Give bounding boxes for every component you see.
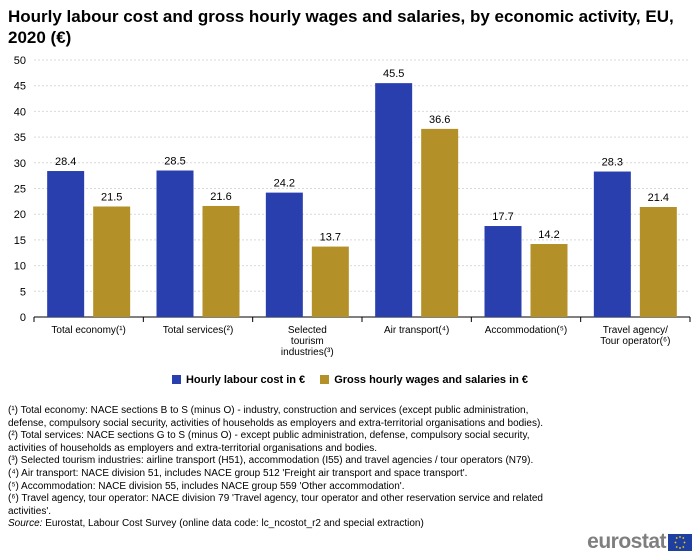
y-tick-label: 10 (14, 261, 26, 273)
legend-label-wages: Gross hourly wages and salaries in € (334, 374, 529, 386)
footnote-4: (⁴) Air transport: NACE division 51, inc… (8, 467, 468, 479)
bar-wages (93, 206, 131, 317)
y-tick-label: 35 (14, 132, 26, 144)
bar-wages (421, 128, 459, 317)
x-tick-label: Selected (288, 325, 327, 336)
x-tick-label: Total services(²) (163, 325, 234, 336)
legend-swatch-labour-cost (171, 375, 181, 384)
source-text: Eurostat, Labour Cost Survey (online dat… (45, 518, 424, 530)
data-label: 21.5 (101, 191, 122, 203)
data-label: 28.5 (164, 156, 185, 168)
eu-flag-icon (668, 533, 692, 551)
bar-chart: 0 5 10 15 20 25 30 35 40 45 50 28.4 21.5 Total econom… (14, 55, 691, 358)
source-label: Source: (8, 518, 43, 530)
data-label: 17.7 (492, 211, 513, 223)
x-tick-label: Total economy(¹) (51, 325, 125, 336)
source-line: Source: Eurostat, Labour Cost Survey (on… (8, 518, 568, 531)
bar-labour-cost (265, 192, 303, 317)
footnote-5: (⁵) Accommodation: NACE division 55, inc… (8, 480, 405, 492)
y-tick-label: 0 (20, 312, 26, 324)
logo-wordmark: eurostat (587, 530, 666, 553)
bar-labour-cost (593, 171, 631, 317)
x-tick-label: Tour operator(⁶) (600, 336, 670, 347)
footnotes: (¹) Total economy: NACE sections B to S … (8, 405, 568, 531)
y-tick-label: 45 (14, 81, 26, 93)
x-tick-label: Air transport(⁴) (384, 325, 449, 336)
bar-labour-cost (156, 170, 194, 317)
bar-labour-cost (375, 83, 413, 317)
data-label: 24.2 (274, 178, 295, 190)
bar-wages (639, 207, 677, 317)
footnote-6: (⁶) Travel agency, tour operator: NACE d… (8, 493, 543, 517)
y-tick-label: 5 (20, 286, 26, 298)
eurostat-logo: eurostat (587, 530, 692, 554)
x-tick-label: Accommodation(⁵) (485, 325, 568, 336)
bar-wages (202, 205, 240, 317)
footnote-2: (²) Total services: NACE sections G to S… (8, 430, 530, 454)
x-tick-label: industries(³) (281, 347, 334, 358)
bar-wages (530, 244, 568, 317)
footnote-1: (¹) Total economy: NACE sections B to S … (8, 405, 544, 429)
x-tick-label: tourism (291, 336, 324, 347)
y-tick-label: 20 (14, 209, 26, 221)
data-label: 21.6 (210, 191, 231, 203)
legend-label-labour-cost: Hourly labour cost in € (185, 374, 306, 386)
data-label: 28.4 (55, 156, 76, 168)
legend-item-labour-cost: Hourly labour cost in € (171, 374, 306, 386)
data-label: 28.3 (602, 157, 623, 169)
data-label: 14.2 (538, 229, 559, 241)
bar-labour-cost (484, 226, 522, 317)
y-tick-label: 25 (14, 184, 26, 196)
x-tick-label: Travel agency/ (603, 325, 668, 336)
legend-swatch-wages (320, 375, 330, 384)
data-label: 45.5 (383, 68, 404, 80)
bar-labour-cost (47, 171, 85, 317)
data-label: 21.4 (648, 192, 669, 204)
y-tick-label: 30 (14, 158, 26, 170)
y-tick-label: 50 (14, 55, 26, 67)
bar-wages (311, 246, 349, 317)
chart-title: Hourly labour cost and gross hourly wage… (8, 7, 674, 47)
legend-item-wages: Gross hourly wages and salaries in € (320, 374, 528, 386)
data-label: 13.7 (320, 232, 341, 244)
y-tick-label: 15 (14, 235, 26, 247)
chart-legend: Hourly labour cost in € Gross hourly wag… (0, 374, 700, 386)
data-label: 36.6 (429, 114, 450, 126)
footnote-3: (³) Selected tourism industries: airline… (8, 455, 534, 467)
y-tick-label: 40 (14, 106, 26, 118)
